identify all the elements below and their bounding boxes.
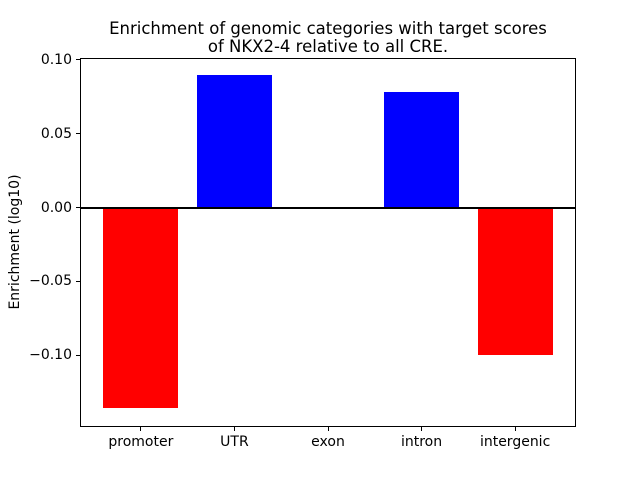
- x-tick-label-exon: exon: [311, 434, 345, 450]
- x-tick-label-intergenic: intergenic: [479, 434, 551, 450]
- y-axis-label: Enrichment (log10): [7, 174, 23, 310]
- y-tick-mark: [76, 207, 80, 209]
- y-tick-mark: [76, 354, 80, 356]
- plot-area: 0.10 0.05 0.00 −0.05 −0.10 promoter UTR exon int…: [29, 52, 576, 450]
- chart-title-line-1: Enrichment of genomic categories with ta…: [109, 19, 547, 38]
- bar-promoter: [103, 207, 179, 409]
- x-tick-label-UTR: UTR: [220, 434, 249, 450]
- y-tick-label: 0.00: [40, 199, 72, 216]
- y-tick-label: −0.05: [29, 273, 72, 290]
- x-tick-label-intron: intron: [400, 434, 443, 450]
- y-tick-label: 0.10: [40, 51, 72, 68]
- x-tick-mark: [233, 427, 235, 431]
- y-tick-label: −0.10: [29, 347, 72, 364]
- chart-title-line-2: of NKX2-4 relative to all CRE.: [207, 36, 449, 56]
- y-tick-mark: [76, 280, 80, 282]
- x-tick-mark: [421, 427, 423, 431]
- x-tick-mark: [514, 427, 516, 431]
- x-tick-label-promoter: promoter: [108, 434, 174, 450]
- bar-intergenic: [477, 207, 553, 356]
- zero-line: [81, 206, 575, 209]
- y-tick-mark: [76, 59, 80, 61]
- y-tick-mark: [76, 133, 80, 135]
- chart-title: Enrichment of genomic categories with ta…: [80, 20, 576, 55]
- bar-UTR: [197, 74, 272, 208]
- bar-intron: [384, 92, 459, 208]
- y-tick-label: 0.05: [40, 125, 72, 142]
- x-tick-mark: [327, 427, 329, 431]
- x-tick-mark: [140, 427, 142, 431]
